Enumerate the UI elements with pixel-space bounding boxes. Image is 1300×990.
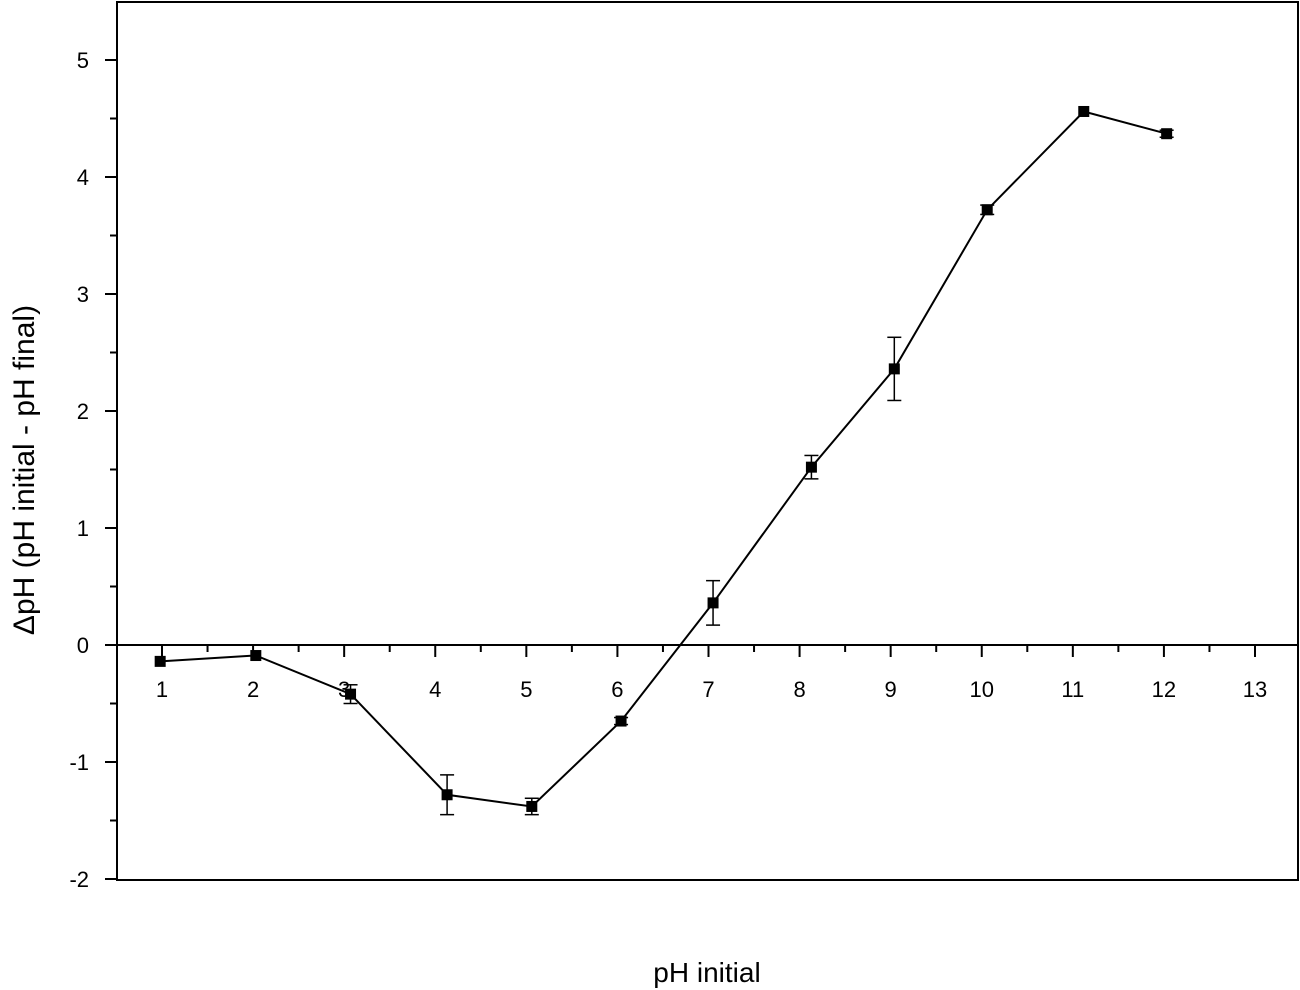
y-tick-label: -2 bbox=[69, 867, 89, 892]
x-axis: 1 2 3 4 5 6 7 8 9 10 11 12 13 bbox=[117, 644, 1298, 702]
data-point bbox=[250, 650, 262, 662]
data-point bbox=[154, 655, 166, 667]
plot-border bbox=[116, 1, 1299, 881]
data-point bbox=[888, 363, 900, 375]
data-point bbox=[1161, 128, 1173, 140]
data-point bbox=[1078, 105, 1090, 117]
x-tick-label: 10 bbox=[970, 677, 994, 702]
data-point bbox=[981, 204, 993, 216]
y-axis-title: ΔpH (pH initial - pH final) bbox=[8, 305, 41, 635]
x-tick-label: 11 bbox=[1061, 677, 1084, 702]
x-tick-label: 9 bbox=[885, 677, 897, 702]
x-tick-label: 8 bbox=[793, 677, 805, 702]
x-axis-title: pH initial bbox=[653, 957, 760, 988]
x-tick-label: 6 bbox=[611, 677, 623, 702]
plot-frame bbox=[116, 1, 1299, 881]
x-tick-label: 12 bbox=[1152, 677, 1176, 702]
y-tick-label: 2 bbox=[77, 399, 89, 424]
data-point bbox=[345, 688, 357, 700]
y-tick-label: 1 bbox=[77, 516, 89, 541]
data-series bbox=[154, 105, 1174, 816]
x-tick-label: 4 bbox=[429, 677, 441, 702]
y-axis: -2 -1 0 1 2 3 4 5 bbox=[69, 48, 117, 892]
y-tick-label: 0 bbox=[77, 633, 89, 658]
y-tick-label: 4 bbox=[77, 165, 89, 190]
y-tick-label: 5 bbox=[77, 48, 89, 73]
data-point bbox=[805, 461, 817, 473]
data-point bbox=[707, 597, 719, 609]
x-tick-label: 7 bbox=[702, 677, 714, 702]
data-point bbox=[526, 800, 538, 812]
x-tick-label: 1 bbox=[156, 677, 168, 702]
x-tick-label: 5 bbox=[520, 677, 532, 702]
y-tick-label: 3 bbox=[77, 282, 89, 307]
series-line bbox=[160, 110, 1167, 808]
x-tick-label: 2 bbox=[247, 677, 259, 702]
data-point bbox=[615, 715, 627, 727]
x-tick-label: 13 bbox=[1243, 677, 1267, 702]
y-tick-label: -1 bbox=[69, 750, 89, 775]
data-point bbox=[441, 789, 453, 801]
